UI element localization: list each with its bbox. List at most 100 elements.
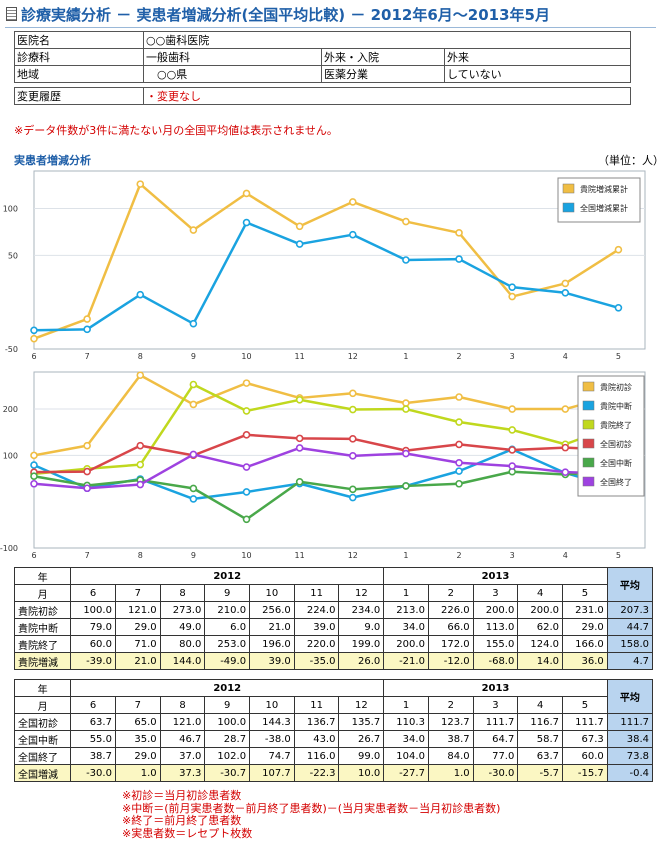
data-cell: 63.7 <box>70 713 116 731</box>
nat-month-row: 月 6 7 8 9 10 11 12 1 2 3 4 5 <box>13 696 653 714</box>
month-header: 1 <box>383 696 429 714</box>
data-cell: 60.0 <box>562 747 608 765</box>
data-point <box>242 189 251 198</box>
month-header: 11 <box>293 584 340 602</box>
month-header: 4 <box>517 584 564 602</box>
info-row-dept: 診療科 一般歯科 外来・入院 外来 <box>14 48 631 66</box>
row-label: 全国終了 <box>13 747 72 765</box>
plot-area <box>33 170 646 350</box>
data-point <box>189 484 198 493</box>
month-header: 3 <box>472 696 519 714</box>
data-point <box>295 434 304 443</box>
data-point <box>561 288 570 297</box>
data-point <box>508 283 516 291</box>
data-cell: -22.3 <box>293 764 340 782</box>
row-label: 全国初診 <box>13 713 72 731</box>
clinic-info-table-2: 診療科 一般歯科 外来・入院 外来 地域 ○○県 医薬分業 していない <box>14 48 631 83</box>
data-cell: 37.3 <box>159 764 206 782</box>
data-cell: 60.0 <box>70 635 116 653</box>
data-cell: 14.0 <box>517 652 564 670</box>
data-cell: -68.0 <box>472 652 519 670</box>
info-row-history: 変更履歴 ・変更なし <box>14 87 631 105</box>
year-2013: 2013 <box>383 567 608 585</box>
data-point <box>348 389 357 398</box>
own-data-row: 貴院初診 100.0 121.0 273.0 210.0 256.0 224.0 234.0 2… <box>13 601 654 619</box>
data-cell: -21.0 <box>383 652 429 670</box>
month-header: 7 <box>114 584 161 602</box>
data-point <box>83 315 91 323</box>
x-tick-label: 3 <box>510 352 515 361</box>
month-header: 11 <box>293 696 340 714</box>
legend-swatch <box>562 202 575 213</box>
legend-label: 全国増減累計 <box>580 203 628 213</box>
data-cell: -35.0 <box>293 652 340 670</box>
legend-label: 貴院中断 <box>600 401 632 411</box>
data-cell: 39.0 <box>249 652 295 670</box>
data-cell: 28.7 <box>204 730 251 748</box>
x-tick-label: 11 <box>295 551 305 560</box>
data-cell: 43.0 <box>293 730 340 748</box>
month-header: 3 <box>472 584 519 602</box>
y-tick-label: 200 <box>3 405 18 414</box>
info-label-dept: 診療科 <box>14 48 144 66</box>
series-line-3 <box>33 383 619 476</box>
data-point <box>455 467 463 475</box>
data-point <box>348 435 357 443</box>
legend-swatch <box>582 400 595 411</box>
year-header-label: 年 <box>13 679 72 697</box>
data-point <box>561 468 570 476</box>
legend-swatch <box>582 381 595 392</box>
data-cell: 55.0 <box>70 730 116 748</box>
data-cell: 63.7 <box>517 747 564 765</box>
data-cell: 110.3 <box>383 713 429 731</box>
legend-label: 貴院終了 <box>600 420 632 430</box>
data-cell: 200.0 <box>472 601 519 619</box>
clinic-info-table: 医院名 ○○歯科医院 <box>14 31 631 49</box>
data-cell: 144.3 <box>249 713 295 731</box>
title-divider <box>5 27 656 28</box>
data-cell: 107.7 <box>249 764 295 782</box>
average-cell: 207.3 <box>606 601 654 619</box>
data-point <box>508 446 516 454</box>
data-cell: 100.0 <box>204 713 251 731</box>
y-tick-label: -50 <box>5 345 18 354</box>
nat-data-row: 全国初診 63.7 65.0 121.0 100.0 144.3 136.7 135.7 110… <box>13 713 654 731</box>
data-point <box>508 292 516 301</box>
x-tick-label: 6 <box>31 551 36 560</box>
data-cell: 121.0 <box>159 713 206 731</box>
footnotes: ※初診＝当月初診患者数 ※中断＝(前月実患者数－前月終了患者数)－(当月実患者数… <box>122 789 500 840</box>
data-cell: 100.0 <box>70 601 116 619</box>
data-cell: 231.0 <box>562 601 608 619</box>
average-header: 平均 <box>606 567 654 602</box>
data-cell: -12.0 <box>427 652 474 670</box>
section-title: 実患者増減分析 <box>14 154 91 167</box>
data-point <box>402 217 410 226</box>
data-cell: 37.0 <box>159 747 206 765</box>
series-line-1 <box>33 373 619 457</box>
series-line-4 <box>33 433 619 474</box>
month-header: 9 <box>204 584 251 602</box>
month-header: 6 <box>70 696 116 714</box>
data-point <box>455 229 463 237</box>
data-cell: 200.0 <box>517 601 564 619</box>
data-point <box>348 485 357 494</box>
data-cell: -38.0 <box>249 730 295 748</box>
x-tick-label: 9 <box>191 551 196 560</box>
data-cell: 144.0 <box>159 652 206 670</box>
data-point <box>455 255 463 263</box>
data-cell: 34.0 <box>383 730 429 748</box>
data-point <box>561 443 570 452</box>
data-point <box>242 218 251 227</box>
month-header: 8 <box>159 696 206 714</box>
data-cell: 35.0 <box>114 730 161 748</box>
data-point <box>455 393 463 401</box>
month-header: 10 <box>249 584 295 602</box>
legend-swatch <box>582 419 595 430</box>
data-cell: 199.0 <box>338 635 385 653</box>
data-cell: 136.7 <box>293 713 340 731</box>
data-cell: 116.7 <box>517 713 564 731</box>
data-point <box>348 452 357 460</box>
data-cell: 111.7 <box>562 713 608 731</box>
x-tick-label: 7 <box>85 551 90 560</box>
